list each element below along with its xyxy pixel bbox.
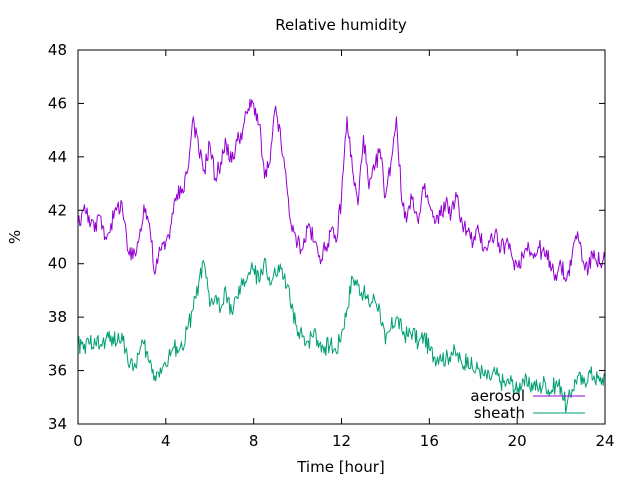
series-layer — [77, 98, 606, 413]
x-tick-label: 12 — [332, 432, 351, 450]
x-tick-label: 24 — [595, 432, 614, 450]
y-tick-label: 48 — [48, 41, 67, 59]
series-line-aerosol — [77, 98, 606, 282]
y-tick-label: 46 — [48, 94, 67, 112]
legend: aerosol sheath — [470, 387, 585, 422]
legend-label-sheath: sheath — [474, 404, 525, 422]
y-tick-label: 44 — [48, 148, 67, 166]
chart-title: Relative humidity — [275, 16, 407, 34]
x-tick-label: 16 — [420, 432, 439, 450]
series-line-sheath — [77, 257, 606, 413]
x-tick-label: 8 — [249, 432, 259, 450]
y-tick-label: 34 — [48, 415, 67, 433]
y-tick-label: 36 — [48, 362, 67, 380]
x-axis-label: Time [hour] — [296, 458, 385, 476]
y-tick-label: 38 — [48, 308, 67, 326]
x-tick-label: 0 — [73, 432, 83, 450]
x-tick-label: 20 — [508, 432, 527, 450]
y-tick-label: 42 — [48, 201, 67, 219]
y-axis-label: % — [6, 230, 24, 244]
x-tick-label: 4 — [161, 432, 171, 450]
y-tick-label: 40 — [48, 255, 67, 273]
legend-label-aerosol: aerosol — [470, 387, 525, 405]
